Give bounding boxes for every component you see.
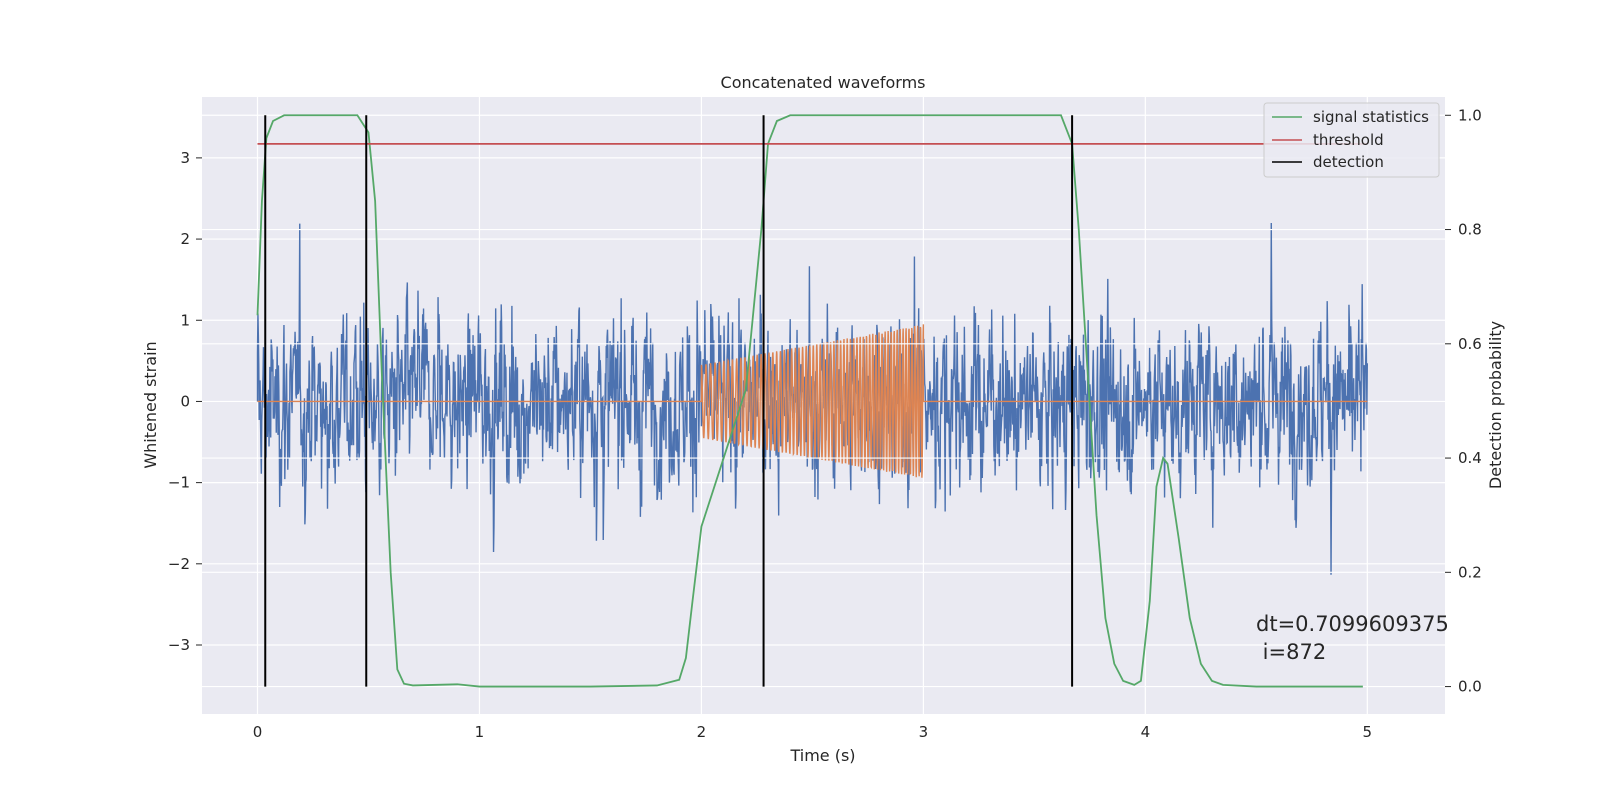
legend-label-signal: signal statistics bbox=[1313, 108, 1429, 126]
y2-tick-label: 1.0 bbox=[1458, 106, 1482, 124]
y-tick-label: 3 bbox=[180, 149, 190, 167]
probability-series bbox=[256, 114, 1368, 688]
y-tick-label: 2 bbox=[180, 230, 190, 248]
injected-waveform-series bbox=[257, 324, 1368, 478]
y-tick-label: 1 bbox=[180, 311, 190, 329]
injected-waveform-line bbox=[257, 324, 1368, 478]
grid-lines bbox=[202, 97, 1445, 714]
legend-label-detection: detection bbox=[1313, 153, 1384, 171]
y2-tick-label: 0.8 bbox=[1458, 221, 1482, 239]
y2-tick-label: 0.4 bbox=[1458, 449, 1482, 467]
annotation-line: dt=0.7099609375 bbox=[1256, 612, 1449, 636]
x-tick-label: 3 bbox=[919, 723, 929, 741]
y2-axis-label: Detection probability bbox=[1486, 321, 1505, 489]
y2-tick-label: 0.0 bbox=[1458, 678, 1482, 696]
x-tick-label: 2 bbox=[697, 723, 707, 741]
x-axis-label: Time (s) bbox=[789, 746, 855, 765]
y-tick-label: −3 bbox=[168, 636, 190, 654]
x-tick-label: 1 bbox=[475, 723, 485, 741]
signal-statistics-line bbox=[256, 114, 1363, 688]
y-tick-label: 0 bbox=[180, 392, 190, 410]
x-tick-label: 5 bbox=[1363, 723, 1373, 741]
dt-annotation: dt=0.7099609375 i=872 bbox=[1256, 612, 1449, 664]
y-tick-label: −2 bbox=[168, 555, 190, 573]
y-tick-label: −1 bbox=[168, 474, 190, 492]
y2-tick-label: 0.2 bbox=[1458, 563, 1482, 581]
legend-label-threshold: threshold bbox=[1313, 131, 1384, 149]
legend: signal statistics threshold detection bbox=[1263, 102, 1440, 178]
annotation-line: i=872 bbox=[1256, 640, 1326, 664]
y2-tick-label: 0.6 bbox=[1458, 335, 1482, 353]
chart-title: Concatenated waveforms bbox=[721, 73, 926, 92]
x-tick-label: 0 bbox=[253, 723, 263, 741]
x-tick-label: 4 bbox=[1141, 723, 1151, 741]
axis-ticks: 0 1 2 3 4 5 3 2 1 0 −1 −2 −3 1.0 0.8 0.6 0.4 0.2 0.0 bbox=[168, 106, 1482, 741]
legend-frame bbox=[1263, 102, 1440, 178]
y-axis-label: Whitened strain bbox=[141, 341, 160, 468]
